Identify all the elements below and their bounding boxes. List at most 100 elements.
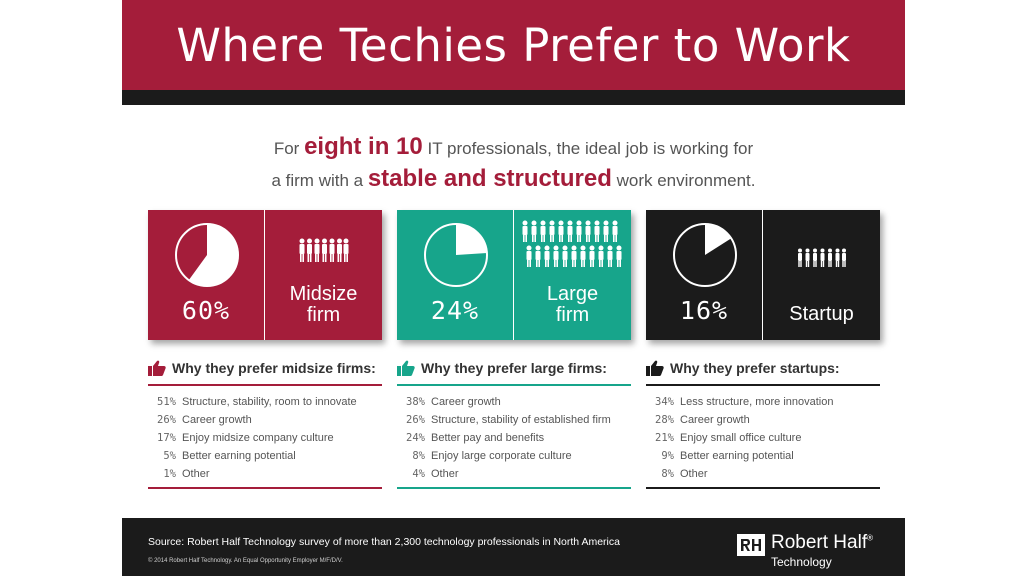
- intro-text-part: For: [273, 139, 305, 158]
- list-item: 4% Other: [397, 465, 631, 483]
- reason-text: Other: [680, 468, 708, 480]
- list-item: 1% Other: [148, 465, 382, 483]
- card-label: Midsize firm: [265, 284, 382, 326]
- pie-slice: [705, 224, 732, 255]
- reason-text: Career growth: [182, 414, 252, 426]
- copyright-note: © 2014 Robert Half Technology. An Equal …: [148, 558, 343, 564]
- reason-text: Better pay and benefits: [431, 432, 545, 444]
- reasons-heading-text: Why they prefer midsize firms:: [172, 360, 376, 376]
- small-team-icon: [763, 248, 880, 268]
- card-label-line: Large: [546, 283, 599, 305]
- card-percent: 24%: [430, 296, 480, 325]
- card-percent: 16%: [679, 296, 729, 325]
- pie-chart-icon: [424, 223, 488, 287]
- crowd-icon: [514, 220, 631, 270]
- list-item: 34% Less structure, more innovation: [646, 393, 880, 411]
- reasons-rule: [397, 384, 631, 386]
- intro-line-1: For eight in 10 IT professionals, the id…: [122, 132, 905, 164]
- card-percent: 60%: [181, 296, 231, 325]
- card-label: Large firm: [514, 284, 631, 326]
- reasons-rule: [646, 384, 880, 386]
- reason-text: Other: [431, 468, 459, 480]
- reasons-midsize: Why they prefer midsize firms: 51% Struct…: [148, 358, 382, 489]
- intro-highlight: eight in 10: [304, 133, 423, 160]
- intro-text-part: a firm with a: [271, 171, 368, 190]
- people-icon: [265, 238, 382, 266]
- pie-slice: [456, 224, 487, 255]
- reason-percent: 38%: [406, 396, 425, 408]
- card-label-line: firm: [555, 304, 590, 326]
- reason-text: Better earning potential: [680, 450, 794, 462]
- reason-percent: 5%: [163, 450, 176, 462]
- card-label-line: Startup: [789, 303, 854, 325]
- list-item: 9% Better earning potential: [646, 447, 880, 465]
- list-item: 38% Career growth: [397, 393, 631, 411]
- reason-text: Career growth: [680, 414, 750, 426]
- card-label-line: firm: [306, 304, 341, 326]
- intro-text: For eight in 10 IT professionals, the id…: [122, 132, 905, 196]
- card-large: 24% Large firm: [397, 210, 631, 340]
- reasons-list: 38% Career growth 26% Structure, stability…: [397, 393, 631, 483]
- card-startup-stat: 16%: [646, 210, 762, 340]
- intro-highlight: stable and structured: [367, 165, 612, 192]
- reasons-heading: Why they prefer startups:: [646, 358, 880, 378]
- reason-percent: 4%: [412, 468, 425, 480]
- list-item: 5% Better earning potential: [148, 447, 382, 465]
- thumbs-up-icon: [646, 360, 664, 376]
- card-label-line: Midsize: [289, 283, 358, 305]
- source-note: Source: Robert Half Technology survey of…: [148, 536, 620, 548]
- reasons-list: 34% Less structure, more innovation 28% Ca…: [646, 393, 880, 483]
- pie-chart-icon: [673, 223, 737, 287]
- reason-text: Enjoy small office culture: [680, 432, 802, 444]
- banner-divider: [122, 90, 905, 105]
- reason-percent: 1%: [163, 468, 176, 480]
- reason-text: Enjoy midsize company culture: [182, 432, 334, 444]
- reasons-rule: [148, 384, 382, 386]
- reason-percent: 8%: [412, 450, 425, 462]
- logo-name-text: Robert Half: [771, 532, 868, 553]
- list-item: 26% Structure, stability of established f…: [397, 411, 631, 429]
- robert-half-logo: Robert Half® Technology: [737, 528, 897, 574]
- card-midsize-stat: 60%: [148, 210, 264, 340]
- reason-text: Enjoy large corporate culture: [431, 450, 572, 462]
- reasons-heading: Why they prefer midsize firms:: [148, 358, 382, 378]
- reason-text: Less structure, more innovation: [680, 396, 834, 408]
- card-divider: [264, 210, 265, 340]
- page-title: Where Techies Prefer to Work: [176, 18, 851, 72]
- list-item: 26% Career growth: [148, 411, 382, 429]
- reason-text: Better earning potential: [182, 450, 296, 462]
- list-item: 21% Enjoy small office culture: [646, 429, 880, 447]
- reason-percent: 28%: [655, 414, 674, 426]
- reasons-bottom-rule: [148, 487, 382, 489]
- card-startup-label: Startup: [763, 210, 880, 340]
- reasons-list: 51% Structure, stability, room to innovat…: [148, 393, 382, 483]
- card-large-label: Large firm: [514, 210, 631, 340]
- title-banner: Where Techies Prefer to Work: [122, 0, 905, 90]
- reason-percent: 17%: [157, 432, 176, 444]
- reasons-bottom-rule: [646, 487, 880, 489]
- reasons-heading-text: Why they prefer large firms:: [421, 360, 607, 376]
- reason-percent: 26%: [157, 414, 176, 426]
- reason-text: Structure, stability, room to innovate: [182, 396, 357, 408]
- list-item: 8% Other: [646, 465, 880, 483]
- pie-slice: [188, 224, 239, 286]
- reasons-heading: Why they prefer large firms:: [397, 358, 631, 378]
- logo-subtitle: Technology: [771, 555, 832, 569]
- reason-percent: 24%: [406, 432, 425, 444]
- pie-chart-icon: [175, 223, 239, 287]
- reasons-startup: Why they prefer startups: 34% Less struct…: [646, 358, 880, 489]
- reasons-large: Why they prefer large firms: 38% Career g…: [397, 358, 631, 489]
- reason-percent: 34%: [655, 396, 674, 408]
- reason-text: Career growth: [431, 396, 501, 408]
- infographic: Where Techies Prefer to Work For eight i…: [122, 0, 905, 576]
- logo-registered-mark: ®: [867, 533, 874, 543]
- rh-logo-icon: [737, 534, 765, 556]
- footer: Source: Robert Half Technology survey of…: [122, 518, 905, 576]
- list-item: 24% Better pay and benefits: [397, 429, 631, 447]
- reason-percent: 26%: [406, 414, 425, 426]
- thumbs-up-icon: [148, 360, 166, 376]
- card-midsize-label: Midsize firm: [265, 210, 382, 340]
- thumbs-up-icon: [397, 360, 415, 376]
- list-item: 17% Enjoy midsize company culture: [148, 429, 382, 447]
- reason-percent: 9%: [661, 450, 674, 462]
